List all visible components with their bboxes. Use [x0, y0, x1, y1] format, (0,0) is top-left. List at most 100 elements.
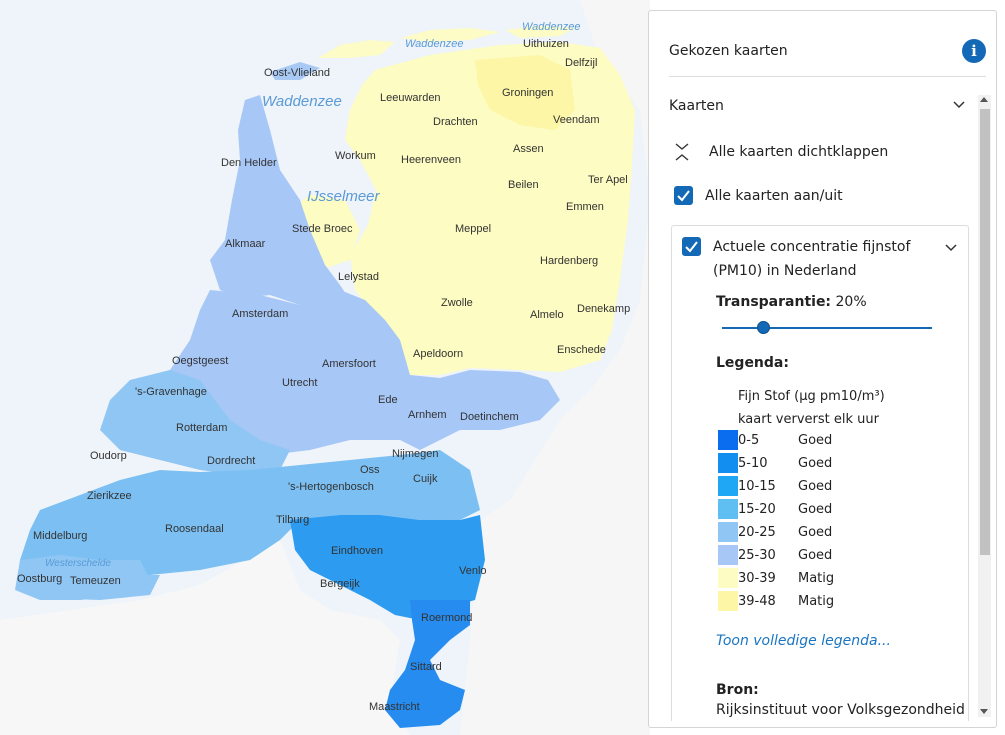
full-legend-link[interactable]: Toon volledige legenda... — [716, 633, 891, 649]
city-label: Arnhem — [408, 409, 447, 421]
city-label: Roosendaal — [165, 523, 224, 535]
city-label: Emmen — [566, 201, 604, 213]
city-label: Delfzijl — [565, 57, 597, 69]
legend-quality: Goed — [798, 502, 833, 517]
legend-range: 20-25 — [738, 525, 776, 540]
collapse-all-button[interactable]: Alle kaarten dichtklappen — [669, 141, 959, 163]
legend-row: 15-20 Goed — [718, 499, 918, 519]
legend-quality: Goed — [798, 548, 833, 563]
legend-row: 20-25 Goed — [718, 522, 918, 542]
legend-swatch — [718, 568, 738, 588]
city-label: Dordrecht — [207, 455, 255, 467]
city-label: Bergeijk — [320, 578, 360, 590]
city-label: Amsterdam — [232, 308, 288, 320]
legend-range: 15-20 — [738, 502, 776, 517]
panel-scrollbar[interactable] — [978, 95, 991, 717]
wadden-islands — [270, 26, 575, 80]
city-label: Zwolle — [441, 297, 473, 309]
legend-note: kaart ververst elk uur — [738, 412, 879, 427]
water-label: IJsselmeer — [307, 188, 381, 205]
land-belgium — [0, 540, 410, 735]
water-label: Waddenzee — [522, 21, 581, 33]
chevron-down-icon[interactable] — [945, 242, 957, 254]
transparency-label: Transparantie: 20% — [716, 294, 867, 310]
legend-range: 30-39 — [738, 571, 776, 586]
chevron-down-icon[interactable] — [953, 99, 965, 111]
legend-quality: Goed — [798, 479, 833, 494]
region-south-holland — [100, 370, 290, 475]
toggle-all-checkbox[interactable] — [674, 186, 693, 205]
legend-quality: Matig — [798, 594, 835, 609]
city-label: Lelystad — [338, 271, 379, 283]
legend-swatch — [718, 453, 738, 473]
region-zeeuws-vlaanderen — [18, 570, 160, 600]
city-label: Venlo — [459, 565, 487, 577]
city-label: Enschede — [557, 344, 606, 356]
city-label: Almelo — [530, 309, 564, 321]
city-label: Amersfoort — [322, 358, 376, 370]
city-label: Oss — [360, 464, 380, 476]
city-label: Meppel — [455, 223, 491, 235]
legend-row: 25-30 Goed — [718, 545, 918, 565]
city-label: Heerenveen — [401, 154, 461, 166]
land-germany — [460, 0, 650, 735]
region-north-holland — [210, 95, 350, 310]
city-label: Utrecht — [282, 377, 317, 389]
panel-title: Gekozen kaarten — [669, 43, 788, 59]
layer-title: Actuele concentratie fijnstof (PM10) in … — [713, 239, 911, 279]
toggle-all-label: Alle kaarten aan/uit — [705, 188, 843, 204]
scroll-down-icon[interactable] — [980, 709, 988, 714]
city-label: Workum — [335, 150, 376, 162]
section-kaarten-label[interactable]: Kaarten — [669, 98, 724, 114]
collapse-all-label: Alle kaarten dichtklappen — [709, 144, 889, 160]
city-label: Roermond — [421, 612, 472, 624]
legend-quality: Matig — [798, 571, 835, 586]
legend-row: 10-15 Goed — [718, 476, 918, 496]
scrollbar-thumb[interactable] — [980, 109, 990, 555]
legend-row: 5-10 Goed — [718, 453, 918, 473]
legend-range: 39-48 — [738, 594, 776, 609]
legend-range: 10-15 — [738, 479, 776, 494]
layer-card-pm10: Actuele concentratie fijnstof (PM10) in … — [671, 225, 969, 721]
city-label: Assen — [513, 143, 544, 155]
scroll-up-icon[interactable] — [980, 97, 988, 102]
legend-heading: Legenda: — [716, 355, 789, 371]
legend-swatch — [718, 591, 738, 611]
region-north-east — [345, 42, 635, 375]
city-label: Eindhoven — [331, 545, 383, 557]
checkmark-icon — [677, 190, 690, 202]
transparency-slider-track[interactable] — [722, 327, 932, 329]
city-label: Den Helder — [221, 157, 277, 169]
panel-header: Gekozen kaarten i — [669, 25, 986, 77]
legend-row: 39-48 Matig — [718, 591, 918, 611]
city-label: Cuijk — [413, 473, 438, 485]
legend-subtitle: Fijn Stof (µg pm10/m³) — [738, 389, 885, 404]
city-label: Oostburg — [17, 573, 62, 585]
city-label: Oegstgeest — [172, 355, 228, 367]
city-label: Oudorp — [90, 450, 127, 462]
region-brabant-east — [290, 515, 485, 620]
city-label: Beilen — [508, 179, 539, 191]
city-label: Alkmaar — [225, 238, 266, 250]
region-brabant-west — [20, 450, 480, 590]
city-label: Denekamp — [577, 303, 630, 315]
panel-scroll-area[interactable]: Kaarten Alle kaarten dichtklappen Alle k… — [669, 89, 998, 721]
city-label: Leeuwarden — [380, 92, 441, 104]
city-label: Tilburg — [276, 514, 309, 526]
city-label: Doetinchem — [460, 411, 519, 423]
transparency-caption: Transparantie: — [716, 294, 832, 310]
region-limburg — [385, 600, 470, 728]
city-label: Maastricht — [369, 701, 420, 713]
transparency-slider-thumb[interactable] — [757, 321, 770, 334]
legend-swatch — [718, 430, 738, 450]
region-central — [150, 290, 560, 455]
city-label: Oost-Vlieland — [264, 67, 330, 79]
info-icon[interactable]: i — [962, 39, 986, 63]
city-label: Ede — [378, 394, 398, 406]
transparency-value: 20% — [835, 294, 867, 310]
layer-checkbox[interactable] — [682, 237, 701, 256]
legend-quality: Goed — [798, 525, 833, 540]
legend-row: 0-5 Goed — [718, 430, 918, 450]
legend-swatch — [718, 476, 738, 496]
